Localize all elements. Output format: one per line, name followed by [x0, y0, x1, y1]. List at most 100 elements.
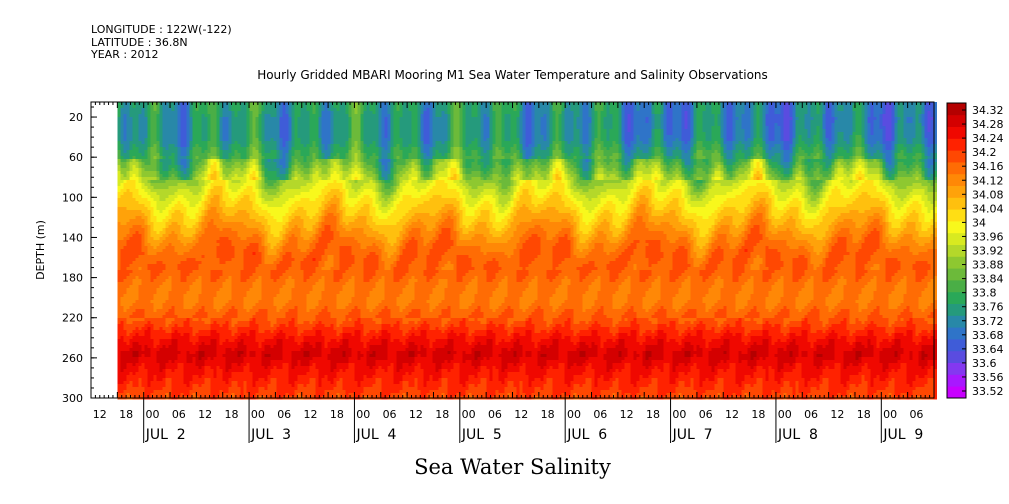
- x-day-label: JUL 8: [777, 427, 818, 443]
- y-tick-label: 300: [62, 392, 83, 405]
- x-hour-label: 06: [277, 408, 291, 421]
- x-hour-label: 06: [172, 408, 186, 421]
- colorbar-label: 33.8: [972, 287, 997, 300]
- x-day-label: JUL 4: [355, 427, 396, 443]
- colorbar: 34.3234.2834.2434.234.1634.1234.0834.043…: [946, 102, 1004, 399]
- x-hour-label: 00: [778, 408, 792, 421]
- colorbar-segment: [947, 103, 966, 116]
- colorbar-label: 33.52: [972, 385, 1004, 398]
- colorbar-segment: [947, 350, 966, 363]
- x-day-label: JUL 9: [882, 427, 923, 443]
- colorbar-segment: [947, 386, 966, 399]
- y-tick-label: 140: [62, 231, 83, 244]
- x-day-label: JUL 6: [566, 427, 607, 443]
- colorbar-segment: [947, 291, 966, 304]
- x-hour-label: 06: [488, 408, 502, 421]
- x-day-label: JUL 5: [461, 427, 502, 443]
- x-day-label: JUL 3: [250, 427, 291, 443]
- chart-title: Hourly Gridded MBARI Mooring M1 Sea Wate…: [0, 68, 1009, 82]
- colorbar-segment: [947, 114, 966, 127]
- x-hour-label: 12: [304, 408, 318, 421]
- colorbar-label: 34.28: [972, 118, 1004, 131]
- colorbar-segment: [947, 162, 966, 175]
- colorbar-label: 33.88: [972, 259, 1004, 272]
- x-hour-label: 18: [435, 408, 449, 421]
- colorbar-segment: [947, 150, 966, 163]
- latitude-label: LATITUDE : 36.8N: [91, 36, 232, 50]
- colorbar-label: 33.56: [972, 371, 1004, 384]
- colorbar-segment: [947, 339, 966, 352]
- colorbar-label: 33.76: [972, 301, 1004, 314]
- salinity-field: [117, 102, 937, 400]
- x-hour-label: 00: [672, 408, 686, 421]
- colorbar-segment: [947, 221, 966, 234]
- x-hour-label: 00: [251, 408, 265, 421]
- colorbar-label: 33.92: [972, 245, 1004, 258]
- colorbar-segment: [947, 280, 966, 293]
- colorbar-segment: [947, 374, 966, 387]
- colorbar-segment: [947, 256, 966, 269]
- colorbar-label: 34.04: [972, 202, 1004, 215]
- x-hour-label: 00: [145, 408, 159, 421]
- x-hour-label: 12: [514, 408, 528, 421]
- x-hour-label: 00: [567, 408, 581, 421]
- x-hour-label: 00: [883, 408, 897, 421]
- year-label: YEAR : 2012: [91, 48, 232, 62]
- x-day-label: JUL 2: [145, 427, 186, 443]
- colorbar-segment: [947, 138, 966, 151]
- colorbar-segment: [947, 209, 966, 222]
- x-hour-label: 18: [751, 408, 765, 421]
- y-tick-label: 20: [69, 111, 83, 124]
- y-tick-label: 180: [62, 272, 83, 285]
- colorbar-label: 33.68: [972, 329, 1004, 342]
- x-hour-label: 12: [725, 408, 739, 421]
- colorbar-segment: [947, 315, 966, 328]
- x-hour-label: 12: [93, 408, 107, 421]
- x-hour-label: 12: [830, 408, 844, 421]
- x-hour-label: 18: [119, 408, 133, 421]
- y-tick-label: 100: [62, 191, 83, 204]
- colorbar-segment: [947, 185, 966, 198]
- x-hour-label: 00: [356, 408, 370, 421]
- x-hour-label: 06: [699, 408, 713, 421]
- x-hour-label: 06: [909, 408, 923, 421]
- colorbar-label: 33.72: [972, 315, 1004, 328]
- x-hour-label: 12: [198, 408, 212, 421]
- colorbar-label: 33.64: [972, 343, 1004, 356]
- y-tick-label: 220: [62, 312, 83, 325]
- x-hour-label: 06: [593, 408, 607, 421]
- colorbar-label: 34.12: [972, 174, 1004, 187]
- colorbar-label: 33.96: [972, 230, 1004, 243]
- colorbar-label: 34.24: [972, 132, 1004, 145]
- colorbar-label: 33.84: [972, 273, 1004, 286]
- y-tick-label: 60: [69, 151, 83, 164]
- colorbar-segment: [947, 268, 966, 281]
- colorbar-label: 34.2: [972, 146, 997, 159]
- bottom-title: Sea Water Salinity: [0, 455, 1009, 479]
- longitude-label: LONGITUDE : 122W(-122): [91, 23, 232, 37]
- colorbar-segment: [947, 173, 966, 186]
- x-hour-label: 18: [330, 408, 344, 421]
- colorbar-segment: [947, 232, 966, 245]
- header-info: LONGITUDE : 122W(-122) LATITUDE : 36.8N …: [91, 23, 232, 62]
- colorbar-segment: [947, 362, 966, 375]
- colorbar-label: 33.6: [972, 357, 997, 370]
- x-hour-label: 06: [804, 408, 818, 421]
- x-hour-label: 18: [225, 408, 239, 421]
- x-hour-label: 18: [646, 408, 660, 421]
- colorbar-segment: [947, 126, 966, 139]
- colorbar-label: 34.08: [972, 188, 1004, 201]
- colorbar-segment: [947, 197, 966, 210]
- x-hour-label: 12: [409, 408, 423, 421]
- x-day-label: JUL 7: [672, 427, 713, 443]
- colorbar-segment: [947, 327, 966, 340]
- colorbar-label: 34.16: [972, 160, 1004, 173]
- y-tick-label: 260: [62, 352, 83, 365]
- colorbar-label: 34.32: [972, 104, 1004, 117]
- y-axis-label: DEPTH (m): [34, 220, 47, 280]
- colorbar-label: 34: [972, 216, 986, 229]
- colorbar-segment: [947, 303, 966, 316]
- x-hour-label: 06: [383, 408, 397, 421]
- x-hour-label: 18: [541, 408, 555, 421]
